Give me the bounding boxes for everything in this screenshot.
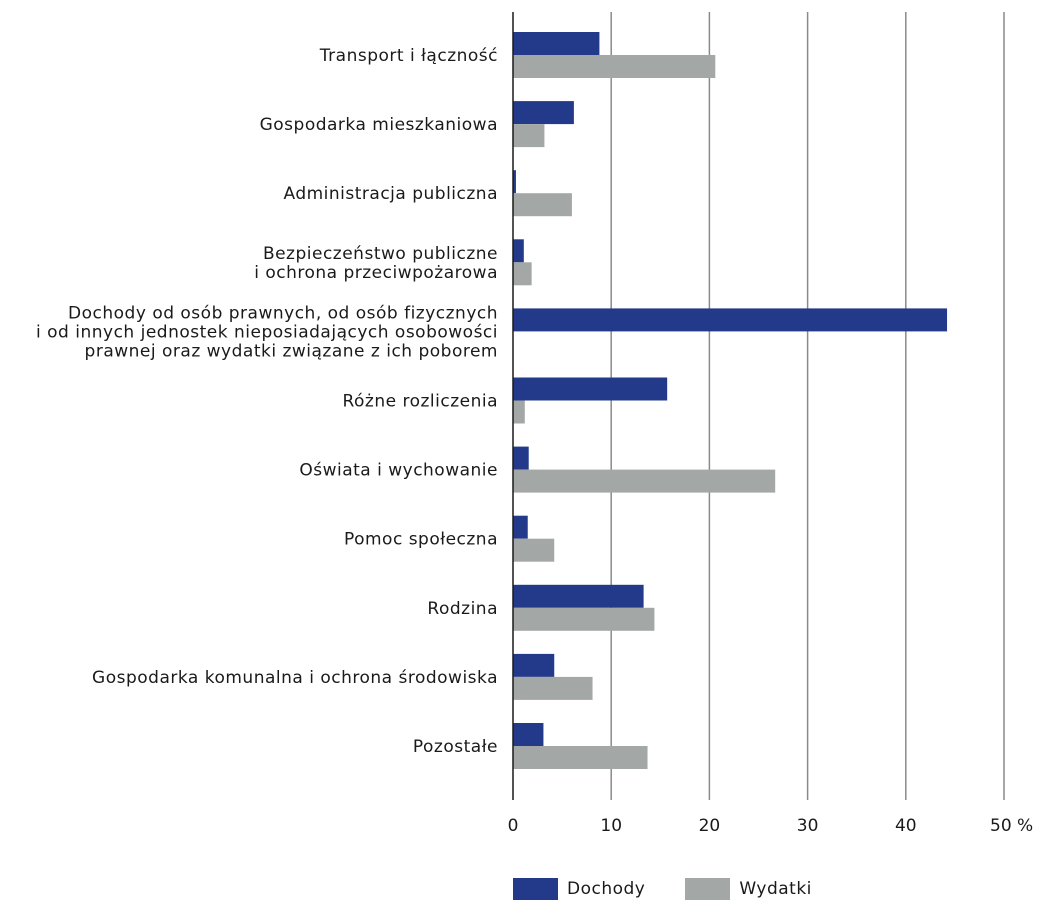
bar-chart: Transport i łączność Gospodarka mieszkani… [36,12,1034,836]
bar-wydatki-10 [513,746,648,769]
category-label: Dochody od osób prawnych, od osób fizycz… [68,303,498,323]
bar-dochody-7 [513,515,528,539]
category-label: prawnej oraz wydatki związane z ich pobo… [85,341,498,361]
legend-item-dochody: Dochody [513,878,645,900]
category-label: Administracja publiczna [284,184,499,204]
bar-wydatki-1 [513,124,545,148]
category-label: Rodzina [427,599,498,619]
bar-dochody-0 [513,32,600,55]
category-label: Oświata i wychowanie [299,461,498,481]
bar-dochody-8 [513,584,644,608]
category-label: i od innych jednostek nieposiadających o… [36,322,498,342]
category-labels: Transport i łączność Gospodarka mieszkani… [36,46,499,757]
legend: Dochody Wydatki [513,876,852,902]
bar-wydatki-5 [513,400,525,424]
gridlines [610,12,1005,800]
legend-swatch-wydatki [685,878,731,900]
bar-dochody-10 [513,723,544,746]
bar-wydatki-0 [513,55,716,78]
category-label: Różne rozliczenia [342,392,498,412]
bar-dochody-2 [513,170,516,194]
category-label: Gospodarka komunalna i ochrona środowisk… [92,668,498,688]
category-label: Transport i łączność [319,46,498,66]
legend-label-dochody: Dochody [567,879,646,899]
bar-wydatki-9 [513,676,593,700]
x-tick-label: 50 % [990,816,1033,836]
x-tick-label: 20 [699,816,721,836]
x-tick-label: 10 [600,816,622,836]
x-tick-label: 0 [508,816,519,836]
bars [513,32,948,769]
x-tick-label: 40 [895,816,917,836]
category-label: Pomoc społeczna [344,530,498,550]
bar-wydatki-8 [513,607,655,631]
bar-dochody-5 [513,377,668,401]
category-label: Gospodarka mieszkaniowa [260,115,498,135]
x-tick-label: 30 [797,816,819,836]
category-label: i ochrona przeciwpożarowa [254,263,498,283]
bar-dochody-3 [513,239,524,263]
legend-label-wydatki: Wydatki [739,879,812,899]
legend-swatch-dochody [513,878,558,900]
bar-wydatki-3 [513,262,532,286]
category-label: Bezpieczeństwo publiczne [263,244,498,264]
bar-wydatki-7 [513,538,555,562]
bar-dochody-1 [513,101,574,125]
bar-dochody-9 [513,653,555,677]
category-label: Pozostałe [413,737,498,757]
bar-dochody-4 [513,308,948,332]
legend-item-wydatki: Wydatki [685,878,812,900]
bar-wydatki-2 [513,193,572,217]
x-tick-labels: 0 10 20 30 40 50 % [508,816,1034,836]
bar-wydatki-6 [513,469,776,493]
bar-dochody-6 [513,446,529,470]
